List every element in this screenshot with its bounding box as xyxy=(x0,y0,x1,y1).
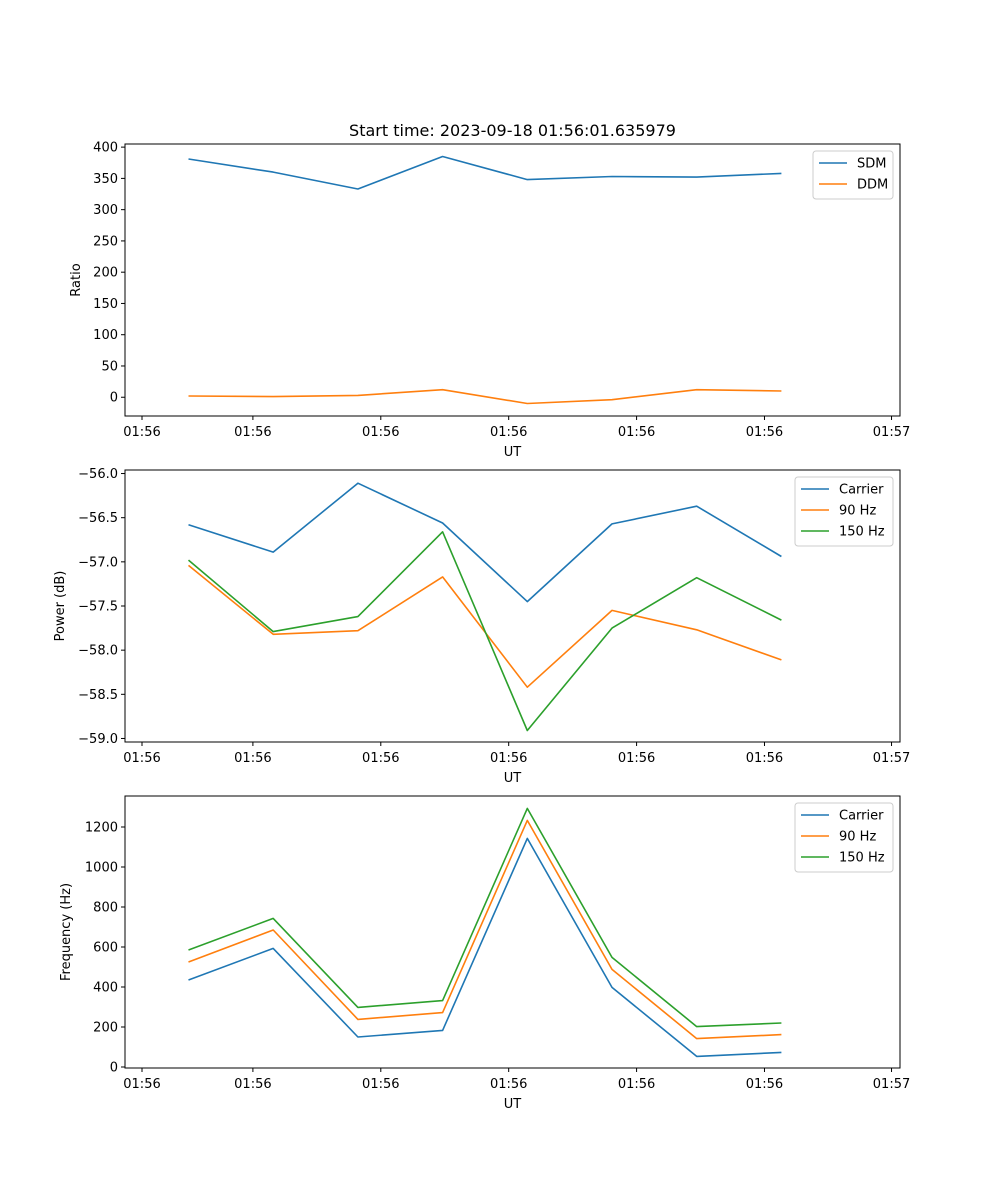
series-line-90-hz xyxy=(188,819,782,1040)
legend-entry: DDM xyxy=(857,178,888,193)
x-axis-label: UT xyxy=(504,771,522,786)
legend-entry: Carrier xyxy=(839,809,884,824)
x-tick-label: 01:56 xyxy=(618,751,655,766)
y-axis-label: Power (dB) xyxy=(53,571,68,642)
y-tick-label: 100 xyxy=(93,328,118,343)
y-tick-label: −57.5 xyxy=(78,600,118,615)
y-tick-label: 400 xyxy=(93,141,118,156)
x-tick-label: 01:56 xyxy=(123,425,160,440)
y-tick-label: −56.5 xyxy=(78,511,118,526)
y-tick-label: 1200 xyxy=(85,821,118,836)
y-tick-label: 1000 xyxy=(85,861,118,876)
x-axis-label: UT xyxy=(504,445,522,460)
x-tick-label: 01:56 xyxy=(618,425,655,440)
x-tick-label: 01:56 xyxy=(362,1077,399,1092)
y-tick-label: 200 xyxy=(93,1021,118,1036)
series-line-150-hz xyxy=(188,807,782,1028)
legend-box xyxy=(794,476,894,547)
x-tick-label: 01:56 xyxy=(123,1077,160,1092)
power-panel: −59.0 −58.5 −58.0 −57.5 −57.0 −56.5 −56.0 01:56… xyxy=(53,467,910,786)
y-tick-label: 200 xyxy=(93,266,118,281)
x-tick-label: 01:56 xyxy=(123,751,160,766)
y-axis-label: Ratio xyxy=(69,263,84,296)
x-tick-label: 01:57 xyxy=(873,751,910,766)
x-axis-label: UT xyxy=(504,1097,522,1112)
series-line-ddm xyxy=(188,388,782,405)
x-tick-label: 01:56 xyxy=(746,425,783,440)
series-line-150-hz xyxy=(187,530,782,732)
chart-title: Start time: 2023-09-18 01:56:01.635979 xyxy=(349,121,676,140)
legend-entry: 150 Hz xyxy=(839,851,885,866)
x-tick-label: 01:56 xyxy=(490,425,527,440)
frequency-panel: 0 200 400 600 800 1000 1200 01:56 01:56 01:56 01:5… xyxy=(59,795,910,1112)
y-tick-label: 400 xyxy=(93,981,118,996)
y-axis-label: Frequency (Hz) xyxy=(59,883,74,981)
legend-entry: SDM xyxy=(857,157,886,172)
y-tick-label: −56.0 xyxy=(78,467,118,482)
y-tick-label: 0 xyxy=(110,1061,118,1076)
series-line-carrier xyxy=(188,482,782,603)
x-tick-label: 01:56 xyxy=(746,751,783,766)
y-tick-label: 350 xyxy=(93,172,118,187)
legend-entry: 90 Hz xyxy=(839,830,876,845)
y-tick-label: 0 xyxy=(110,391,118,406)
x-tick-label: 01:56 xyxy=(746,1077,783,1092)
legend-entry: 150 Hz xyxy=(839,525,885,540)
y-tick-label: 600 xyxy=(93,941,118,956)
legend-entry: 90 Hz xyxy=(839,504,876,519)
legend-box xyxy=(794,802,894,873)
x-tick-label: 01:56 xyxy=(234,751,271,766)
y-tick-label: 250 xyxy=(93,234,118,249)
x-tick-label: 01:56 xyxy=(362,425,399,440)
y-tick-label: −59.0 xyxy=(78,732,118,747)
y-tick-label: −57.0 xyxy=(78,555,118,570)
y-tick-label: 800 xyxy=(93,901,118,916)
y-tick-label: 300 xyxy=(93,203,118,218)
y-tick-label: 50 xyxy=(101,359,118,374)
ratio-panel: Start time: 2023-09-18 01:56:01.635979 0… xyxy=(69,121,910,460)
series-line-carrier xyxy=(188,837,782,1058)
plot-frame xyxy=(124,143,901,417)
x-tick-label: 01:57 xyxy=(873,1077,910,1092)
x-tick-label: 01:57 xyxy=(873,425,910,440)
y-tick-label: −58.5 xyxy=(78,688,118,703)
x-tick-label: 01:56 xyxy=(234,1077,271,1092)
x-tick-label: 01:56 xyxy=(490,751,527,766)
y-tick-label: 150 xyxy=(93,297,118,312)
x-tick-label: 01:56 xyxy=(618,1077,655,1092)
legend-entry: Carrier xyxy=(839,483,884,498)
x-tick-label: 01:56 xyxy=(490,1077,527,1092)
y-tick-label: −58.0 xyxy=(78,644,118,659)
series-line-sdm xyxy=(188,155,782,190)
plot-frame xyxy=(124,795,901,1069)
x-tick-label: 01:56 xyxy=(234,425,271,440)
x-tick-label: 01:56 xyxy=(362,751,399,766)
